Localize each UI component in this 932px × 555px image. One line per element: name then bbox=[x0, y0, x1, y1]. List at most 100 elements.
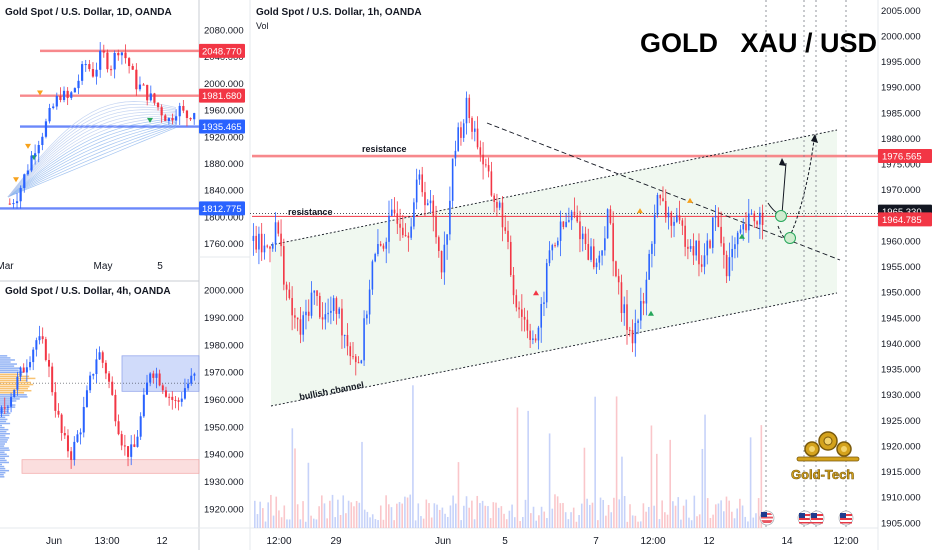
signal-marker bbox=[648, 310, 654, 316]
candle-body bbox=[174, 399, 177, 401]
candle-body bbox=[63, 432, 66, 436]
candle-body bbox=[327, 312, 329, 315]
candle-body bbox=[139, 416, 142, 437]
economic-calendar-events[interactable] bbox=[759, 510, 854, 526]
volume-bar bbox=[294, 448, 296, 528]
volume-bar bbox=[436, 504, 438, 528]
candle-body bbox=[136, 436, 139, 447]
x-tick-label: Jun bbox=[46, 536, 62, 547]
volume-bar bbox=[607, 504, 610, 528]
y-tick-label: 1955.000 bbox=[881, 262, 921, 273]
candle-body bbox=[6, 406, 9, 408]
volume-bar bbox=[441, 507, 444, 528]
volume-bar bbox=[363, 509, 366, 528]
profile-bar bbox=[0, 385, 30, 388]
profile-bar bbox=[0, 445, 5, 447]
candle-body bbox=[374, 254, 376, 262]
candle-body bbox=[66, 90, 69, 98]
volume-bar bbox=[385, 495, 387, 528]
candle-body bbox=[443, 244, 446, 273]
signal-marker bbox=[687, 197, 693, 203]
price-tag-label: 1981.680 bbox=[202, 91, 242, 102]
candle-body bbox=[712, 217, 714, 248]
candle-body bbox=[352, 356, 354, 358]
volume-bar bbox=[438, 509, 441, 528]
profile-bar bbox=[0, 398, 20, 400]
channel-upper-line[interactable] bbox=[270, 129, 838, 246]
profile-bar bbox=[0, 433, 10, 435]
y-tick-label: 1840.000 bbox=[204, 186, 244, 197]
candle-body bbox=[366, 314, 368, 319]
candle-body bbox=[142, 394, 145, 417]
volume-bar bbox=[361, 441, 363, 528]
candle-body bbox=[659, 194, 662, 199]
volume-bar bbox=[409, 494, 412, 528]
h4-time-axis[interactable]: Jun 13:00 12 bbox=[46, 536, 168, 547]
volume-bar bbox=[591, 502, 594, 528]
volume-bar bbox=[688, 517, 690, 528]
candle-body bbox=[44, 339, 47, 360]
ma-line bbox=[7, 121, 177, 198]
h1-price-axis[interactable]: 2005.000 2000.000 1995.000 1990.000 1985.000… bbox=[881, 6, 921, 530]
candle-body bbox=[429, 200, 432, 204]
descending-trendline[interactable] bbox=[486, 122, 841, 261]
profile-bar bbox=[0, 459, 7, 462]
ma-line bbox=[7, 117, 177, 198]
profile-bar bbox=[0, 373, 23, 376]
y-tick-label: 1925.000 bbox=[881, 416, 921, 427]
candle-body bbox=[756, 221, 758, 225]
us-flag-icon bbox=[759, 510, 775, 526]
volume-bar bbox=[489, 518, 492, 528]
volume-bar bbox=[714, 504, 717, 528]
daily-price-axis[interactable]: 2080.0002040.0002000.0001960.0001920.000… bbox=[204, 26, 244, 251]
candle-body bbox=[551, 245, 554, 251]
candle-body bbox=[341, 308, 343, 336]
x-tick-label: 12:00 bbox=[266, 536, 291, 547]
channel-lower-line[interactable] bbox=[270, 292, 838, 407]
h1-time-axis[interactable]: 12:00 29 Jun 5 7 12:00 12 14 12:00 bbox=[266, 536, 858, 547]
volume-bar bbox=[661, 500, 663, 528]
resistance-label-upper[interactable]: resistance bbox=[362, 144, 407, 154]
y-tick-label: 1985.000 bbox=[881, 108, 921, 119]
volume-bar bbox=[492, 502, 495, 528]
candle-body bbox=[548, 250, 551, 264]
volume-bar bbox=[286, 519, 288, 528]
h4-zones bbox=[0, 355, 200, 474]
volume-bar bbox=[262, 508, 264, 528]
candle-body bbox=[692, 246, 695, 256]
volume-bar bbox=[476, 495, 479, 528]
ma-line bbox=[7, 119, 177, 198]
candle-body bbox=[319, 296, 321, 318]
daily-levels bbox=[0, 49, 199, 210]
candle-body bbox=[321, 317, 324, 320]
profile-bar bbox=[0, 451, 5, 453]
volume-bar bbox=[631, 515, 634, 528]
volume-bar bbox=[658, 519, 661, 528]
candle-body bbox=[98, 352, 101, 360]
candle-body bbox=[19, 367, 22, 377]
candle-body bbox=[498, 202, 501, 208]
projection-arrows[interactable] bbox=[767, 134, 818, 244]
candle-body bbox=[667, 212, 670, 218]
volume-bar bbox=[446, 516, 449, 528]
volume-bar bbox=[396, 503, 398, 528]
candle-body bbox=[390, 209, 393, 216]
profile-bar bbox=[0, 392, 25, 394]
x-tick-label: 12:00 bbox=[640, 536, 665, 547]
candle-body bbox=[95, 69, 98, 77]
h1-price-tags: 1976.5651965.3301964.785 bbox=[878, 149, 932, 227]
candle-body bbox=[124, 52, 127, 59]
candle-body bbox=[700, 264, 703, 267]
h4-price-axis[interactable]: 2000.000 1990.000 1980.000 1970.000 1960.000… bbox=[204, 286, 244, 516]
profile-bar bbox=[0, 400, 17, 402]
candle-body bbox=[57, 410, 60, 415]
resistance-label-lower[interactable]: resistance bbox=[288, 207, 333, 217]
volume-bar bbox=[406, 497, 409, 528]
h1-chart-title: Gold Spot / U.S. Dollar, 1h, OANDA bbox=[256, 7, 422, 18]
daily-time-axis[interactable]: Mar May 5 bbox=[0, 261, 163, 272]
candle-body bbox=[330, 310, 332, 313]
volume-bar bbox=[634, 515, 637, 528]
candle-body bbox=[523, 316, 526, 320]
volume-bar bbox=[583, 447, 586, 528]
volume-bar bbox=[371, 514, 374, 528]
